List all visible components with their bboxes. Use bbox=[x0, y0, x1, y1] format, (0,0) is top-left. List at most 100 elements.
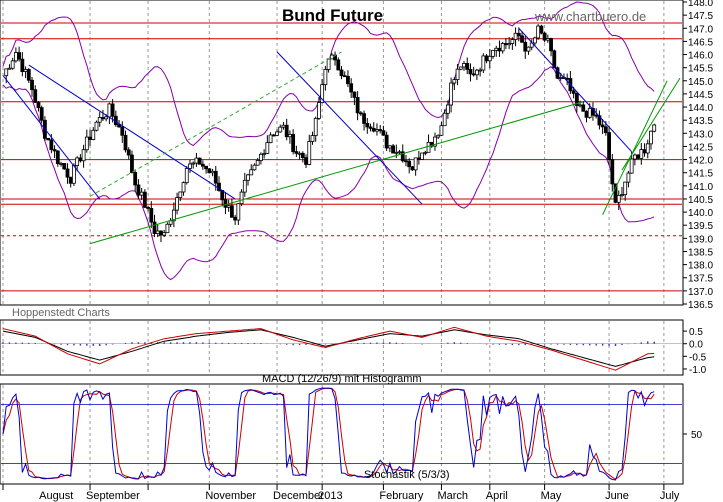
price-tick-label: 142.5 bbox=[688, 142, 713, 153]
candle-body bbox=[139, 191, 144, 196]
candle-body bbox=[88, 136, 92, 141]
candle-body bbox=[181, 182, 186, 193]
candle-body bbox=[455, 68, 460, 81]
candle-body bbox=[629, 158, 634, 174]
month-label: February bbox=[379, 490, 424, 502]
candle-body bbox=[249, 169, 254, 176]
candle-body bbox=[410, 166, 415, 171]
candle-body bbox=[36, 101, 41, 109]
candle-body bbox=[639, 149, 644, 159]
candle-body bbox=[365, 123, 370, 128]
candle-body bbox=[262, 152, 267, 155]
candle-body bbox=[149, 208, 154, 223]
candle-body bbox=[603, 126, 608, 133]
candle-body bbox=[4, 68, 9, 77]
candle-body bbox=[352, 91, 357, 98]
candle-body bbox=[413, 157, 418, 171]
candle-body bbox=[458, 66, 463, 70]
candle-body bbox=[574, 92, 579, 106]
candle-body bbox=[610, 159, 615, 185]
candle-body bbox=[284, 124, 289, 138]
macd-panel-frame bbox=[0, 319, 684, 376]
candle-body bbox=[358, 112, 363, 115]
candle-body bbox=[371, 127, 376, 132]
candle-body bbox=[491, 49, 495, 57]
candle-body bbox=[481, 55, 486, 71]
candle-body bbox=[426, 141, 431, 153]
candle-body bbox=[210, 170, 215, 174]
month-label: December bbox=[273, 490, 324, 502]
candle-body bbox=[171, 209, 176, 222]
candle-body bbox=[442, 112, 447, 127]
candle-body bbox=[445, 104, 450, 114]
candle-body bbox=[339, 69, 344, 77]
candle-body bbox=[439, 125, 444, 136]
candle-body bbox=[233, 216, 238, 221]
candle-body bbox=[449, 82, 454, 106]
candle-body bbox=[191, 162, 196, 165]
candle-body bbox=[107, 103, 112, 118]
candle-body bbox=[300, 152, 305, 159]
candle-body bbox=[236, 203, 241, 221]
watermark: www.chartbuero.de bbox=[534, 9, 646, 24]
price-tick-label: 136.5 bbox=[688, 300, 713, 311]
price-axis: 148.0 147.5 147.0 146.5 146.0 145.5 145.0 144.5… bbox=[683, 0, 713, 311]
candle-body bbox=[271, 134, 276, 137]
dashed-trend-line bbox=[89, 51, 342, 197]
candle-body bbox=[188, 163, 192, 169]
candle-body bbox=[59, 163, 63, 165]
candle-body bbox=[307, 141, 312, 165]
candle-body bbox=[120, 126, 125, 136]
candle-body bbox=[591, 108, 595, 116]
candle-body bbox=[607, 132, 611, 160]
price-tick-label: 147.0 bbox=[688, 24, 713, 35]
candle-body bbox=[581, 104, 586, 112]
candle-body bbox=[578, 104, 582, 107]
candle-body bbox=[78, 157, 83, 162]
candle-body bbox=[123, 134, 128, 151]
candle-body bbox=[378, 129, 383, 132]
month-label: March bbox=[437, 490, 468, 502]
candle-body bbox=[594, 114, 599, 117]
price-tick-label: 144.0 bbox=[688, 103, 713, 114]
candle-body bbox=[391, 145, 395, 154]
macd-label: MACD (12/26/9) mit Histogramm bbox=[262, 373, 422, 385]
candle-body bbox=[242, 179, 247, 193]
candle-body bbox=[497, 47, 502, 52]
candle-body bbox=[259, 153, 263, 161]
trend-line bbox=[89, 101, 584, 245]
candle-body bbox=[165, 223, 170, 234]
price-tick-label: 138.5 bbox=[688, 247, 713, 258]
candle-body bbox=[545, 38, 550, 41]
candle-body bbox=[155, 230, 160, 234]
candle-body bbox=[478, 69, 483, 72]
candle-body bbox=[623, 181, 628, 196]
candle-body bbox=[526, 46, 531, 52]
candle-body bbox=[55, 150, 60, 165]
candle-body bbox=[52, 149, 57, 152]
candle-body bbox=[394, 151, 399, 154]
candle-body bbox=[304, 157, 308, 165]
candlesticks bbox=[4, 24, 657, 243]
candle-body bbox=[513, 32, 518, 41]
candle-body bbox=[542, 32, 547, 41]
price-tick-label: 146.0 bbox=[688, 51, 713, 62]
candle-body bbox=[420, 152, 424, 160]
candle-body bbox=[268, 134, 273, 144]
candle-body bbox=[146, 206, 150, 209]
candle-body bbox=[565, 77, 570, 80]
candle-body bbox=[484, 55, 489, 62]
candle-body bbox=[362, 113, 366, 124]
lower-band bbox=[2, 65, 655, 281]
candle-body bbox=[346, 75, 350, 85]
candle-body bbox=[20, 58, 25, 72]
stochastic-k-line bbox=[2, 387, 655, 481]
month-label: April bbox=[486, 490, 508, 502]
candle-body bbox=[400, 151, 405, 162]
candle-body bbox=[336, 59, 341, 71]
trend-line bbox=[602, 80, 668, 215]
candle-body bbox=[13, 52, 18, 62]
candle-body bbox=[523, 41, 528, 52]
candle-body bbox=[194, 157, 199, 164]
candle-body bbox=[465, 63, 470, 70]
